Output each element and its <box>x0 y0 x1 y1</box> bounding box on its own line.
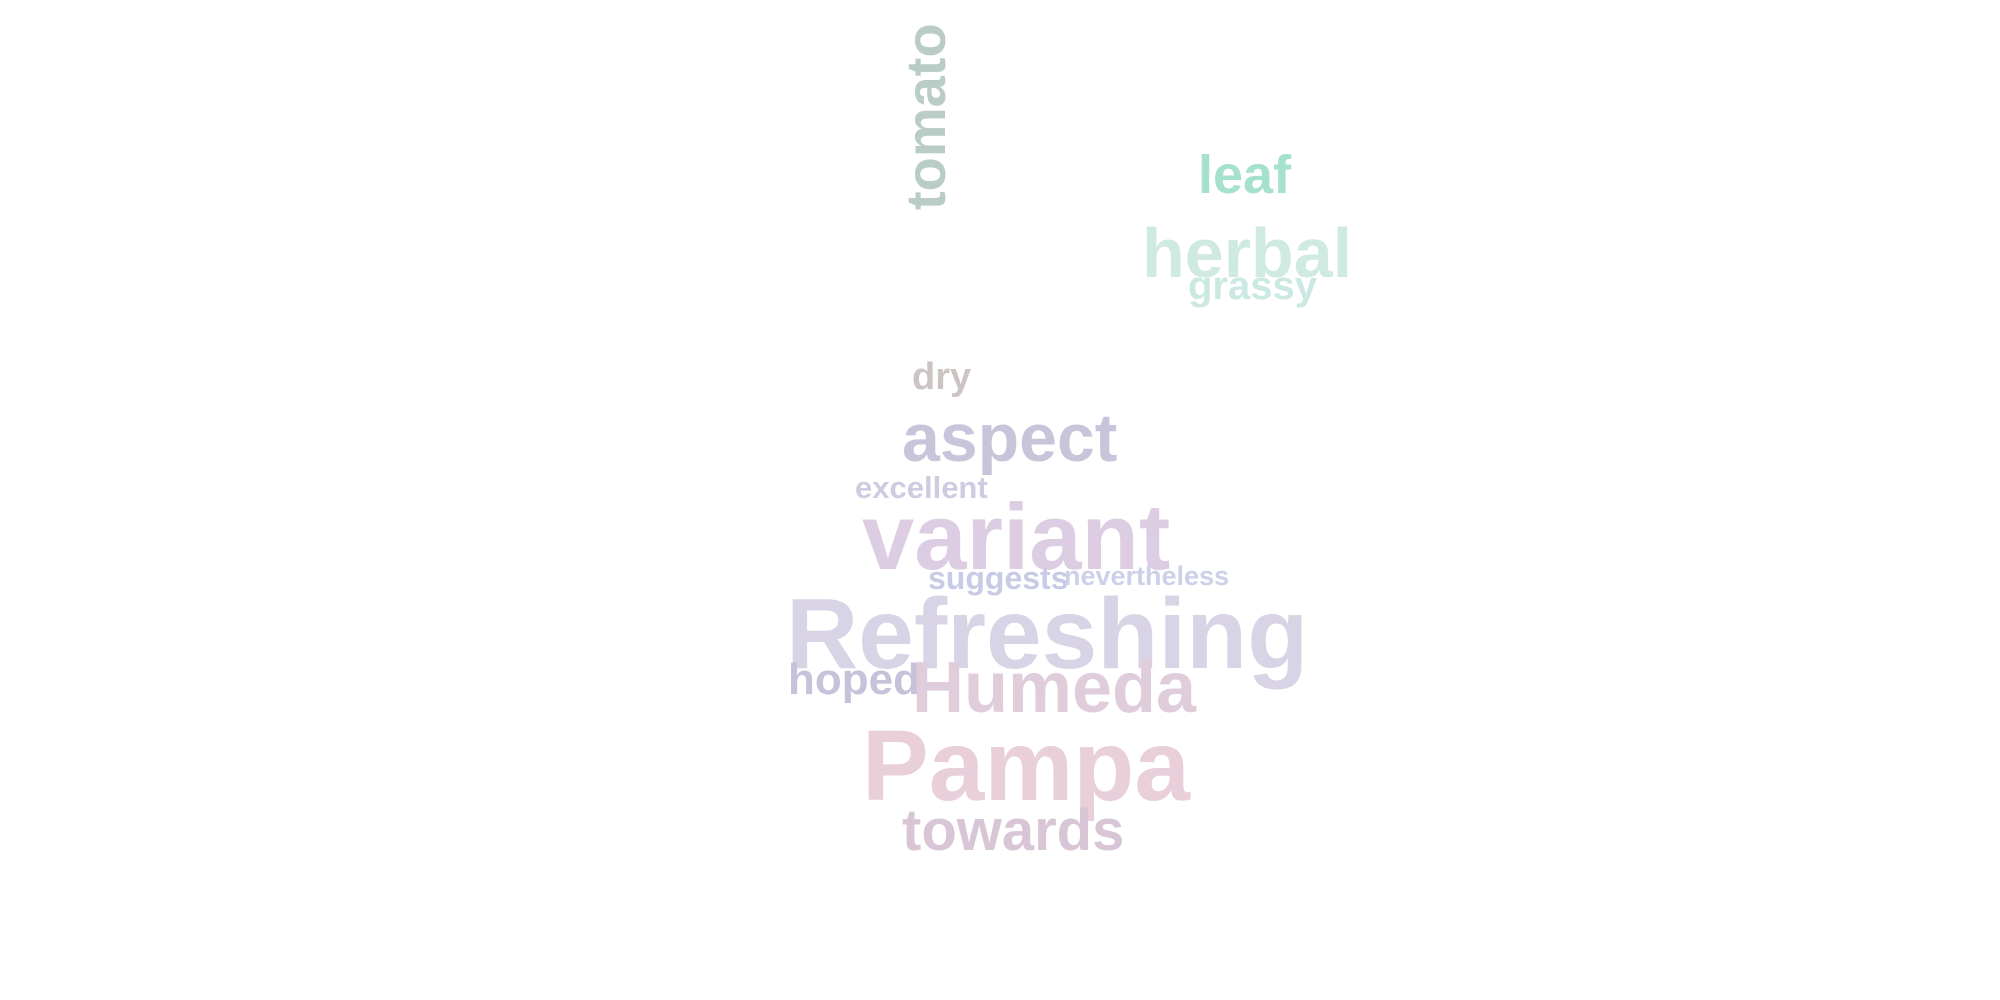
word-tomato: tomato <box>894 23 957 210</box>
word-dry: dry <box>912 356 972 398</box>
word-leaf: leaf <box>1198 145 1292 205</box>
word-hoped: hoped <box>788 655 920 704</box>
word-suggests: suggests <box>928 560 1069 596</box>
word-variant: variant <box>862 484 1171 589</box>
word-towards: towards <box>902 798 1125 863</box>
word-nevertheless: nevertheless <box>1064 561 1230 591</box>
word-refreshing: Refreshing <box>786 578 1309 690</box>
word-aspect: aspect <box>902 400 1118 476</box>
word-pampa: Pampa <box>862 710 1190 822</box>
word-humeda: Humeda <box>912 648 1197 728</box>
word-grassy: grassy <box>1188 264 1317 308</box>
word-herbal: herbal <box>1142 214 1353 292</box>
word-excellent: excellent <box>855 470 988 505</box>
